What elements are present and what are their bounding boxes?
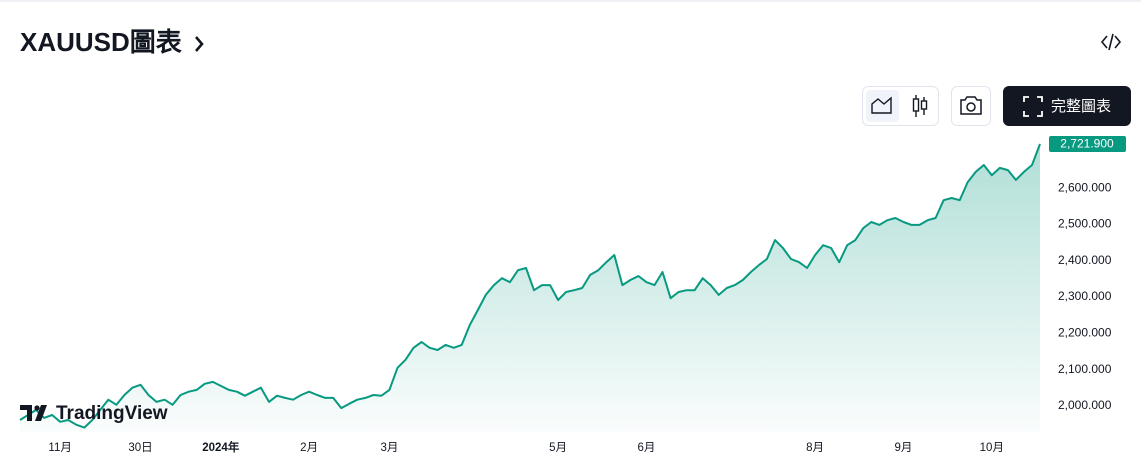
tradingview-logo[interactable]: TradingView (20, 403, 168, 424)
y-tick-label: 2,500.000 (1058, 217, 1112, 231)
x-tick-label: 2月 (300, 442, 318, 454)
y-tick-label: 2,400.000 (1058, 253, 1112, 267)
y-tick-label: 2,600.000 (1058, 180, 1112, 194)
y-tick-label: 2,300.000 (1058, 289, 1112, 303)
snapshot-button[interactable] (951, 86, 991, 126)
area-style-button[interactable] (866, 90, 899, 122)
plot: 2,000.000 2,100.000 2,200.000 2,300.000 2,40… (19, 136, 1126, 454)
camera-icon[interactable] (960, 96, 982, 115)
full-chart-button[interactable] (1003, 86, 1131, 126)
x-tick-label: 5月 (549, 442, 567, 454)
x-tick-label: 11月 (48, 442, 71, 454)
x-tick-label: 2024年 (202, 440, 240, 454)
y-tick-label: 2,000.000 (1058, 398, 1112, 412)
area-icon[interactable] (871, 96, 892, 114)
logo-text[interactable]: TradingView (56, 403, 168, 424)
x-tick-label: 3月 (380, 442, 398, 454)
full-chart-label[interactable]: 完整圖表 (1051, 98, 1111, 115)
area-fill (20, 144, 1040, 432)
x-tick-label: 8月 (806, 442, 824, 454)
x-tick-label: 6月 (638, 442, 656, 454)
title[interactable]: XAUUSD圖表 (20, 27, 183, 57)
y-tick-label: 2,100.000 (1058, 362, 1112, 376)
x-tick-label: 30日 (128, 442, 152, 454)
price-line (19, 143, 1041, 429)
candle-icon[interactable] (912, 95, 928, 117)
x-tick-label: 10月 (980, 442, 1004, 454)
embed-icon[interactable] (1100, 33, 1122, 51)
last-price-label: 2,721.900 (1060, 137, 1114, 151)
x-tick-label: 9月 (895, 442, 913, 454)
y-tick-label: 2,200.000 (1058, 326, 1112, 340)
last-price-badge (1049, 136, 1126, 153)
title-chevron[interactable] (195, 36, 204, 52)
fullscreen-icon[interactable] (1023, 96, 1043, 117)
chart-style-group (862, 86, 939, 126)
